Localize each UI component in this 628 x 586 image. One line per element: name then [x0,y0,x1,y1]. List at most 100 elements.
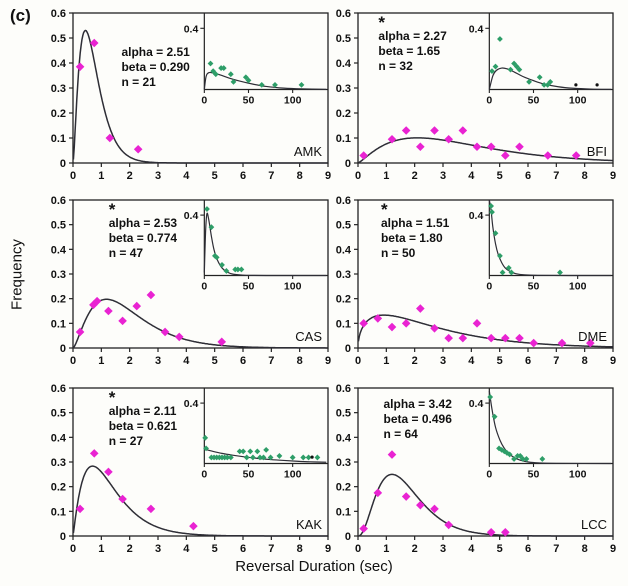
inset-scatter-points [487,394,546,462]
y-axis-title: Frequency [8,239,26,310]
inset-point-diamond [511,60,517,67]
stats-line: n = 47 [108,245,144,260]
stats-line: alpha = 2.51 [121,44,190,59]
x-tick-label: 1 [383,355,389,367]
stats-line: beta = 1.65 [378,44,441,58]
y-tick-label: 0.2 [336,294,351,306]
data-point-diamond [189,521,198,531]
y-tick-label: 0.3 [51,83,66,95]
inset-point-diamond [212,71,219,78]
y-tick-label: 0.4 [51,58,67,70]
inset-point-diamond [300,454,307,461]
significance-asterisk: * [378,13,386,32]
data-point-diamond [501,151,510,160]
inset-CAS: 0 50 100 0.4 [184,200,328,292]
data-point-diamond [359,319,368,328]
x-tick-label: 7 [553,170,559,182]
data-point-diamond [89,300,98,310]
data-point-diamond [444,520,453,530]
y-tick-label: 0.6 [51,383,66,395]
x-tick-label: 6 [525,543,531,555]
y-tick-label: 0.1 [51,133,66,145]
panel-BFI: 0 0.1 0.2 0.3 0.4 0.5 0.6 0 1 2 3 4 5 6 7 8 9 0 50 100 0.4 [336,8,616,182]
data-point-diamond [387,450,397,459]
y-tick-label: 0.4 [51,432,67,444]
inset-point-diamond [223,268,230,274]
inset-y-tick-label: 0.4 [469,23,484,35]
x-tick-label: 5 [212,543,218,555]
panel-CAS: 0 0.1 0.2 0.3 0.4 0.5 0.6 0 1 2 3 4 5 6 7 8 9 0 50 100 0.4 [51,195,331,367]
stats-line: beta = 0.621 [108,418,178,433]
x-tick-label: 2 [412,355,418,367]
y-tick-label: 0.5 [51,408,66,420]
inset-scatter-points [204,206,245,274]
stats-line: beta = 1.80 [380,230,443,245]
data-point-diamond [458,333,468,343]
main-scatter-points [75,449,198,531]
gamma-fit-curve [357,314,613,348]
x-tick-label: 3 [440,543,446,555]
inset-point-diamond [506,451,513,458]
inset-outlier-dot [595,83,599,87]
inset-x-tick-label: 100 [284,468,302,480]
data-point-diamond [401,492,411,501]
stats-line: alpha = 2.11 [108,403,177,418]
x-tick-label: 6 [240,543,246,555]
inset-fit-curve [488,67,612,90]
gamma-fit-curve [358,137,613,164]
inset-point-diamond [547,78,554,85]
fit-stats-LCC: alpha = 3.42 beta = 0.496 n = 64 [384,397,452,442]
inset-scatter-points [488,203,563,276]
x-tick-label: 6 [525,170,531,182]
inset-point-diamond [511,456,517,462]
data-point-diamond [416,500,425,510]
inset-point-diamond [487,394,494,400]
y-tick-label: 0.4 [336,432,352,444]
x-tick-label: 5 [497,170,503,182]
data-point-diamond [444,333,453,343]
inset-point-diamond [203,445,209,452]
data-point-diamond [430,323,439,333]
x-tick-label: 5 [212,355,218,367]
inset-x-tick-label: 100 [569,95,587,107]
y-tick-label: 0.3 [51,457,66,469]
y-tick-label: 0.3 [336,269,351,281]
data-point-diamond [146,504,156,514]
data-point-diamond [160,327,170,337]
inset-fit-curve [488,199,612,277]
data-point-diamond [401,126,411,135]
x-tick-label: 6 [525,355,531,367]
y-tick-label: 0.5 [51,220,66,232]
inset-point-diamond [260,454,267,461]
x-tick-label: 3 [155,543,161,555]
gamma-fit-curve [72,465,328,537]
x-tick-label: 5 [497,355,503,367]
data-point-diamond [444,134,453,144]
panel-KAK: 0 0.1 0.2 0.3 0.4 0.5 0.6 0 1 2 3 4 5 6 7 8 9 0 50 100 0.4 [51,383,331,555]
stats-line: beta = 0.774 [108,230,178,245]
x-tick-label: 3 [440,355,446,367]
inset-point-diamond [489,68,495,75]
x-tick-label: 4 [468,543,475,555]
x-tick-label: 9 [325,355,331,367]
data-point-diamond [501,528,510,537]
inset-x-tick-label: 50 [243,280,255,292]
inset-point-diamond [234,266,241,273]
data-point-diamond [401,319,411,328]
panel-LCC: 0 0.1 0.2 0.3 0.4 0.5 0.6 0 1 2 3 4 5 6 7 8 9 0 50 100 0.4 [336,383,616,555]
data-point-diamond [387,134,397,144]
panel-id-label: KAK [295,517,322,532]
main-scatter-points [359,450,510,537]
inset-point-diamond [498,446,505,453]
inset-point-diamond [492,230,499,237]
inset-point-diamond [227,454,234,461]
data-point-diamond [571,151,581,160]
x-tick-label: 2 [127,355,133,367]
y-tick-label: 0.3 [51,269,66,281]
inset-point-diamond [526,78,532,85]
inset-point-diamond [213,254,220,261]
x-tick-label: 4 [468,355,475,367]
inset-point-diamond [224,454,231,461]
x-tick-label: 9 [610,170,616,182]
